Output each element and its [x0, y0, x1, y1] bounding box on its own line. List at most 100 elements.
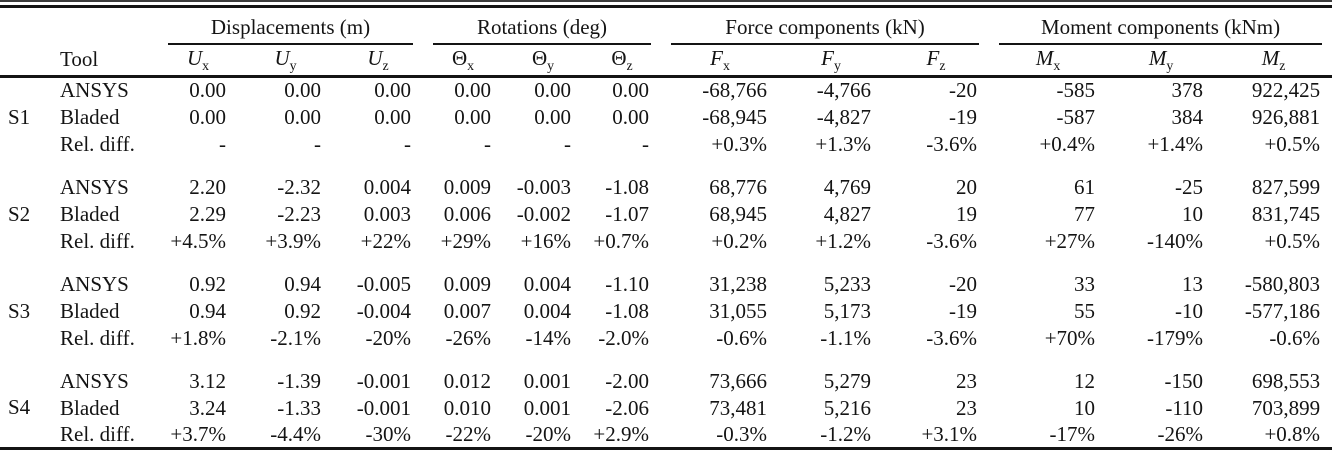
value-cell: +1.3% — [815, 131, 872, 156]
column-header-ux: Ux — [158, 45, 238, 77]
value-cell: 0.94 — [189, 298, 226, 323]
corner-empty-cell — [0, 7, 52, 45]
value-cell: -3.6% — [926, 325, 978, 350]
symbol-base: M — [1148, 45, 1167, 70]
value-cell: 73,666 — [709, 368, 768, 393]
value-cell: 0.00 — [374, 104, 411, 129]
value-cell: - — [314, 131, 321, 156]
column-header-thetax: Θx — [423, 45, 503, 77]
symbol-sub: y — [547, 57, 555, 73]
symbol-sub: x — [467, 57, 475, 73]
value-cell: +22% — [360, 228, 411, 253]
value-cell: +16% — [520, 228, 571, 253]
value-cell: +3.7% — [170, 421, 226, 446]
value-cell: 33 — [1074, 271, 1096, 296]
column-header-thetay: Θy — [503, 45, 583, 77]
table-row: S4 ANSYS 3.12 -1.39 -0.001 0.012 0.001 -2.00 73,… — [0, 368, 1332, 419]
value-cell: 5,173 — [823, 298, 872, 323]
value-cell: -68,945 — [702, 104, 768, 129]
value-cell: -25 — [1175, 174, 1204, 199]
column-header-fy: Fy — [779, 45, 883, 77]
value-cell: -20 — [949, 271, 978, 296]
value-cell: +0.8% — [1264, 421, 1321, 446]
value-cell: 23 — [956, 368, 978, 393]
value-cell: -0.6% — [716, 325, 768, 350]
symbol-base: Θ — [451, 45, 468, 70]
value-cell: -0.001 — [356, 395, 411, 420]
value-cell: 2.29 — [189, 201, 226, 226]
value-cell: -2.32 — [277, 174, 321, 199]
symbol-sub: y — [1166, 57, 1174, 73]
value-cell: +4.5% — [170, 228, 226, 253]
value-cell: -2.0% — [598, 325, 650, 350]
value-cell: -0.3% — [716, 421, 768, 446]
tool-cell: ANSYS — [60, 174, 129, 199]
value-cell: -0.6% — [1269, 325, 1321, 350]
value-cell: 13 — [1182, 271, 1204, 296]
group-label: Rotations (deg) — [433, 15, 652, 45]
value-cell: -3.6% — [926, 228, 978, 253]
value-cell: 0.001 — [523, 368, 571, 393]
value-cell: 0.92 — [284, 298, 321, 323]
value-cell: +70% — [1044, 325, 1096, 350]
group-label: Force components (kN) — [671, 15, 980, 45]
symbol-base: F — [926, 45, 940, 70]
value-cell: -30% — [365, 421, 412, 446]
tool-cell: Rel. diff. — [60, 131, 135, 156]
value-cell: - — [484, 131, 491, 156]
symbol-base: U — [367, 45, 383, 70]
value-cell: -580,803 — [1244, 271, 1321, 296]
value-cell: 23 — [956, 395, 978, 420]
value-cell: +1.4% — [1147, 131, 1204, 156]
value-cell: -26% — [1157, 421, 1204, 446]
column-header-thetaz: Θz — [583, 45, 661, 77]
value-cell: 3.12 — [189, 368, 226, 393]
table-row: Bladed 2.29 -2.23 0.003 0.006 -0.002 -1.07 68,9… — [0, 201, 1332, 228]
value-cell: 0.00 — [284, 104, 321, 129]
value-cell: +0.3% — [711, 131, 768, 156]
tool-cell: Bladed — [60, 104, 120, 129]
value-cell: 0.012 — [443, 368, 491, 393]
column-header-row: Tool Ux Uy Uz Θx Θy Θz Fx Fy Fz Mx My Mz — [0, 45, 1332, 77]
value-cell: -20% — [525, 421, 572, 446]
value-cell: 4,827 — [823, 201, 872, 226]
value-cell: 2.20 — [189, 174, 226, 199]
value-cell: 0.00 — [189, 78, 226, 103]
ansys-bladed-comparison-table: Displacements (m) Rotations (deg) Force … — [0, 5, 1332, 450]
value-cell: -1.39 — [277, 368, 321, 393]
value-cell: 922,425 — [1251, 78, 1321, 103]
symbol-base: Θ — [531, 45, 548, 70]
value-cell: +27% — [1044, 228, 1096, 253]
value-cell: +0.5% — [1264, 228, 1321, 253]
tool-cell: Rel. diff. — [60, 421, 135, 446]
tool-cell: ANSYS — [60, 271, 129, 296]
tool-group-empty-cell — [52, 7, 158, 45]
value-cell: -179% — [1147, 325, 1204, 350]
value-cell: 0.010 — [443, 395, 491, 420]
value-cell: 20 — [956, 174, 978, 199]
value-cell: +3.1% — [921, 421, 978, 446]
section-spacer — [0, 352, 1332, 368]
tool-cell: Bladed — [60, 298, 120, 323]
value-cell: -1.33 — [277, 395, 321, 420]
value-cell: 61 — [1074, 174, 1096, 199]
value-cell: - — [219, 131, 226, 156]
value-cell: 0.004 — [523, 298, 571, 323]
value-cell: 827,599 — [1251, 174, 1321, 199]
value-cell: 378 — [1171, 78, 1204, 103]
column-header-my: My — [1107, 45, 1215, 77]
value-cell: 31,055 — [709, 298, 768, 323]
symbol-base: M — [1035, 45, 1054, 70]
section-header-empty-cell — [0, 45, 52, 77]
tool-cell: Bladed — [60, 201, 120, 226]
value-cell: - — [404, 131, 411, 156]
value-cell: - — [642, 131, 650, 156]
symbol-base: F — [710, 45, 723, 70]
column-group-moments: Moment components (kNm) — [989, 7, 1332, 45]
value-cell: +1.8% — [170, 325, 226, 350]
value-cell: -2.23 — [277, 201, 321, 226]
value-cell: 0.00 — [534, 104, 571, 129]
tool-cell: Rel. diff. — [60, 228, 135, 253]
symbol-sub: x — [202, 57, 210, 73]
value-cell: +0.4% — [1039, 131, 1096, 156]
